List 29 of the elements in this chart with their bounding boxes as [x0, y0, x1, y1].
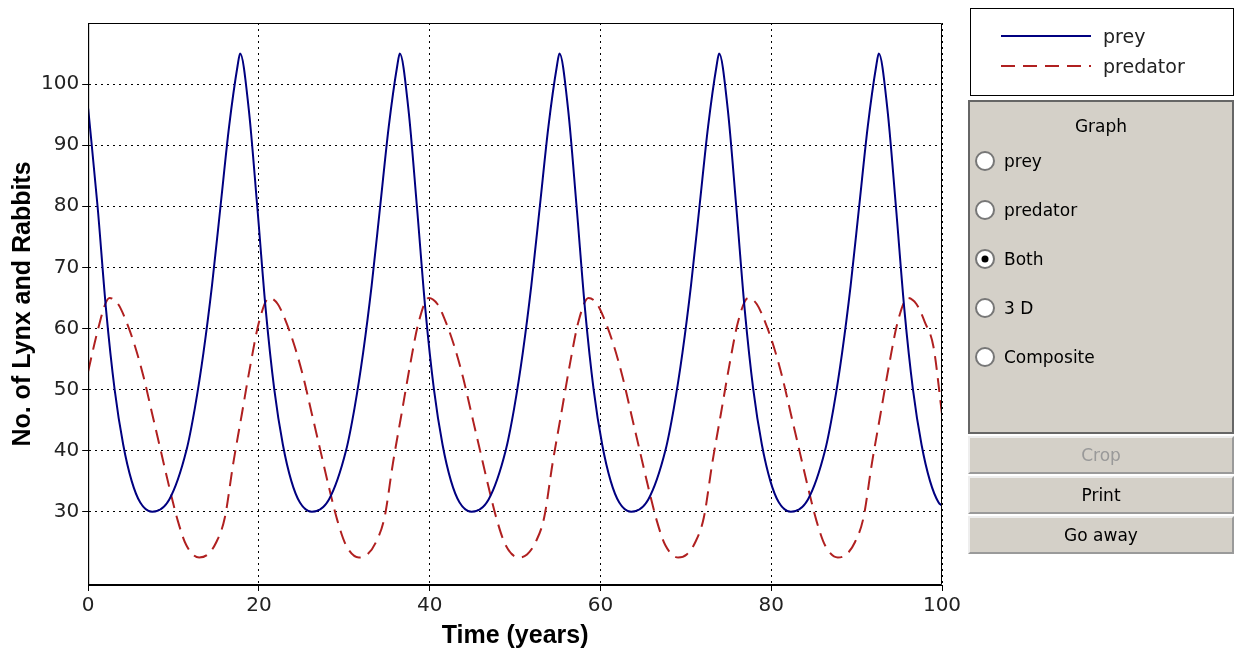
line-series — [88, 296, 942, 559]
y-tick-label: 100 — [40, 70, 80, 95]
x-axis-title: Time (years) — [441, 619, 589, 648]
x-tick-label: 80 — [758, 592, 784, 617]
legend-label: predator — [1103, 55, 1185, 77]
x-tick-label: 0 — [81, 592, 95, 617]
y-tick-label: 60 — [53, 314, 80, 339]
text: Graph — [1073, 116, 1129, 136]
text: Go away — [968, 516, 1234, 554]
text: prey — [1004, 150, 1042, 171]
text: Both — [1004, 248, 1044, 269]
x-tick-label: 100 — [922, 592, 962, 617]
text: Print — [968, 476, 1234, 514]
y-tick-label: 90 — [53, 131, 80, 156]
legend-label: prey — [1103, 25, 1146, 47]
x-tick-label: 40 — [416, 592, 443, 617]
line-series — [88, 52, 942, 513]
y-tick-label: 30 — [53, 497, 80, 522]
text: 3 D — [1004, 297, 1034, 318]
y-tick-label: 80 — [53, 192, 80, 217]
x-tick-label: 60 — [587, 592, 614, 617]
y-tick-label: 50 — [53, 375, 80, 400]
x-tick-label: 20 — [246, 592, 272, 617]
y-tick-label: 40 — [53, 436, 80, 461]
text: Crop — [968, 436, 1234, 474]
text: predator — [1004, 199, 1078, 220]
text: Composite — [1004, 346, 1095, 367]
y-axis-title: No. of Lynx and Rabbits — [6, 161, 35, 447]
y-tick-label: 70 — [53, 253, 80, 278]
